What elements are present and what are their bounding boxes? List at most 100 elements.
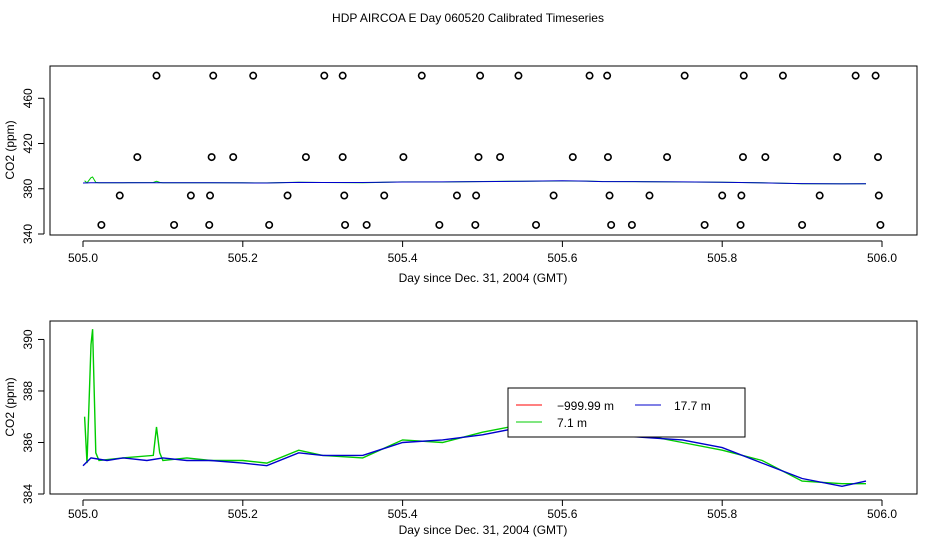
y-tick-label: 390 (21, 329, 35, 349)
scatter-point (471, 220, 480, 229)
x-tick-label: 505.6 (547, 507, 577, 521)
y-tick-label: 386 (21, 432, 35, 452)
legend-label-blue: 17.7 m (674, 399, 711, 413)
y-tick-label: 388 (21, 381, 35, 401)
scatter-point (320, 71, 329, 80)
x-tick-label: 505.4 (388, 251, 418, 265)
legend-label-red: −999.99 m (557, 399, 614, 413)
scatter-point (514, 71, 523, 80)
scatter-point (341, 220, 350, 229)
scatter-point (435, 220, 444, 229)
scatter-point (476, 71, 485, 80)
scatter-point (718, 191, 727, 200)
scatter-point (474, 153, 483, 162)
scatter-point (207, 153, 216, 162)
scatter-point (549, 191, 558, 200)
top-x-axis-label: Day since Dec. 31, 2004 (GMT) (399, 271, 568, 285)
scatter-point (452, 191, 461, 200)
scatter-point (833, 153, 842, 162)
scatter-point (627, 220, 636, 229)
x-tick-label: 505.0 (68, 251, 98, 265)
scatter-point (874, 153, 883, 162)
scatter-point (301, 153, 310, 162)
top-y-axis: 340 380 420 460 (21, 88, 45, 244)
bottom-panel: 505.0 505.2 505.4 505.6 505.8 506.0 384 386 388… (3, 320, 918, 537)
series-line-7-1-m (83, 329, 866, 485)
x-tick-label: 505.2 (228, 507, 258, 521)
scatter-point (585, 71, 594, 80)
scatter-point (603, 153, 612, 162)
scatter-point (737, 191, 746, 200)
scatter-point (362, 220, 371, 229)
scatter-point (874, 191, 883, 200)
bottom-x-axis: 505.0 505.2 505.4 505.6 505.8 506.0 (68, 499, 897, 521)
scatter-point (568, 153, 577, 162)
scatter-point (170, 220, 179, 229)
bottom-plot-frame (49, 320, 918, 495)
bottom-x-axis-label: Day since Dec. 31, 2004 (GMT) (399, 523, 568, 537)
y-tick-label: 340 (21, 224, 35, 244)
legend-box (507, 387, 746, 438)
scatter-point (532, 220, 541, 229)
x-tick-label: 505.8 (707, 251, 737, 265)
scatter-point (496, 153, 505, 162)
scatter-point (417, 71, 426, 80)
figure-title: HDP AIRCOA E Day 060520 Calibrated Times… (332, 11, 604, 25)
legend: −999.99 m 17.7 m 7.1 m (507, 387, 746, 438)
scatter-point (815, 191, 824, 200)
scatter-point (186, 191, 195, 200)
scatter-point (851, 71, 860, 80)
top-panel: 505.0 505.2 505.4 505.6 505.8 506.0 340 380 420… (3, 65, 918, 285)
scatter-point (603, 71, 612, 80)
scatter-point (700, 220, 709, 229)
top-x-axis: 505.0 505.2 505.4 505.6 505.8 506.0 (68, 240, 897, 265)
scatter-point (871, 71, 880, 80)
top-scatter-points (97, 71, 885, 229)
x-tick-label: 505.8 (707, 507, 737, 521)
scatter-point (739, 71, 748, 80)
scatter-point (472, 191, 481, 200)
y-tick-label: 380 (21, 178, 35, 198)
scatter-point (205, 220, 214, 229)
scatter-point (736, 220, 745, 229)
scatter-point (249, 71, 258, 80)
scatter-point (798, 220, 807, 229)
scatter-point (97, 220, 106, 229)
bottom-y-axis: 384 386 388 390 (21, 329, 45, 504)
scatter-point (338, 71, 347, 80)
bottom-y-axis-label: CO2 (ppm) (3, 377, 17, 436)
x-tick-label: 506.0 (867, 507, 897, 521)
scatter-point (761, 153, 770, 162)
x-tick-label: 506.0 (867, 251, 897, 265)
scatter-point (209, 71, 218, 80)
scatter-point (380, 191, 389, 200)
scatter-point (152, 71, 161, 80)
scatter-point (283, 191, 292, 200)
scatter-point (340, 191, 349, 200)
x-tick-label: 505.6 (547, 251, 577, 265)
y-tick-label: 384 (21, 484, 35, 504)
legend-label-green: 7.1 m (557, 416, 587, 430)
top-y-axis-label: CO2 (ppm) (3, 120, 17, 179)
scatter-point (738, 153, 747, 162)
scatter-point (338, 153, 347, 162)
x-tick-label: 505.0 (68, 507, 98, 521)
scatter-point (778, 71, 787, 80)
scatter-point (115, 191, 124, 200)
scatter-point (206, 191, 215, 200)
x-tick-label: 505.4 (388, 507, 418, 521)
bottom-series-lines (82, 329, 867, 488)
scatter-point (399, 153, 408, 162)
scatter-point (265, 220, 274, 229)
y-tick-label: 420 (21, 133, 35, 153)
scatter-point (663, 153, 672, 162)
y-tick-label: 460 (21, 88, 35, 108)
top-series-lines (82, 176, 867, 185)
series-line-17-7-m (82, 180, 867, 185)
scatter-point (229, 153, 238, 162)
scatter-point (680, 71, 689, 80)
series-line-17-7-m (82, 415, 867, 488)
scatter-point (605, 191, 614, 200)
top-plot-frame (49, 65, 918, 236)
